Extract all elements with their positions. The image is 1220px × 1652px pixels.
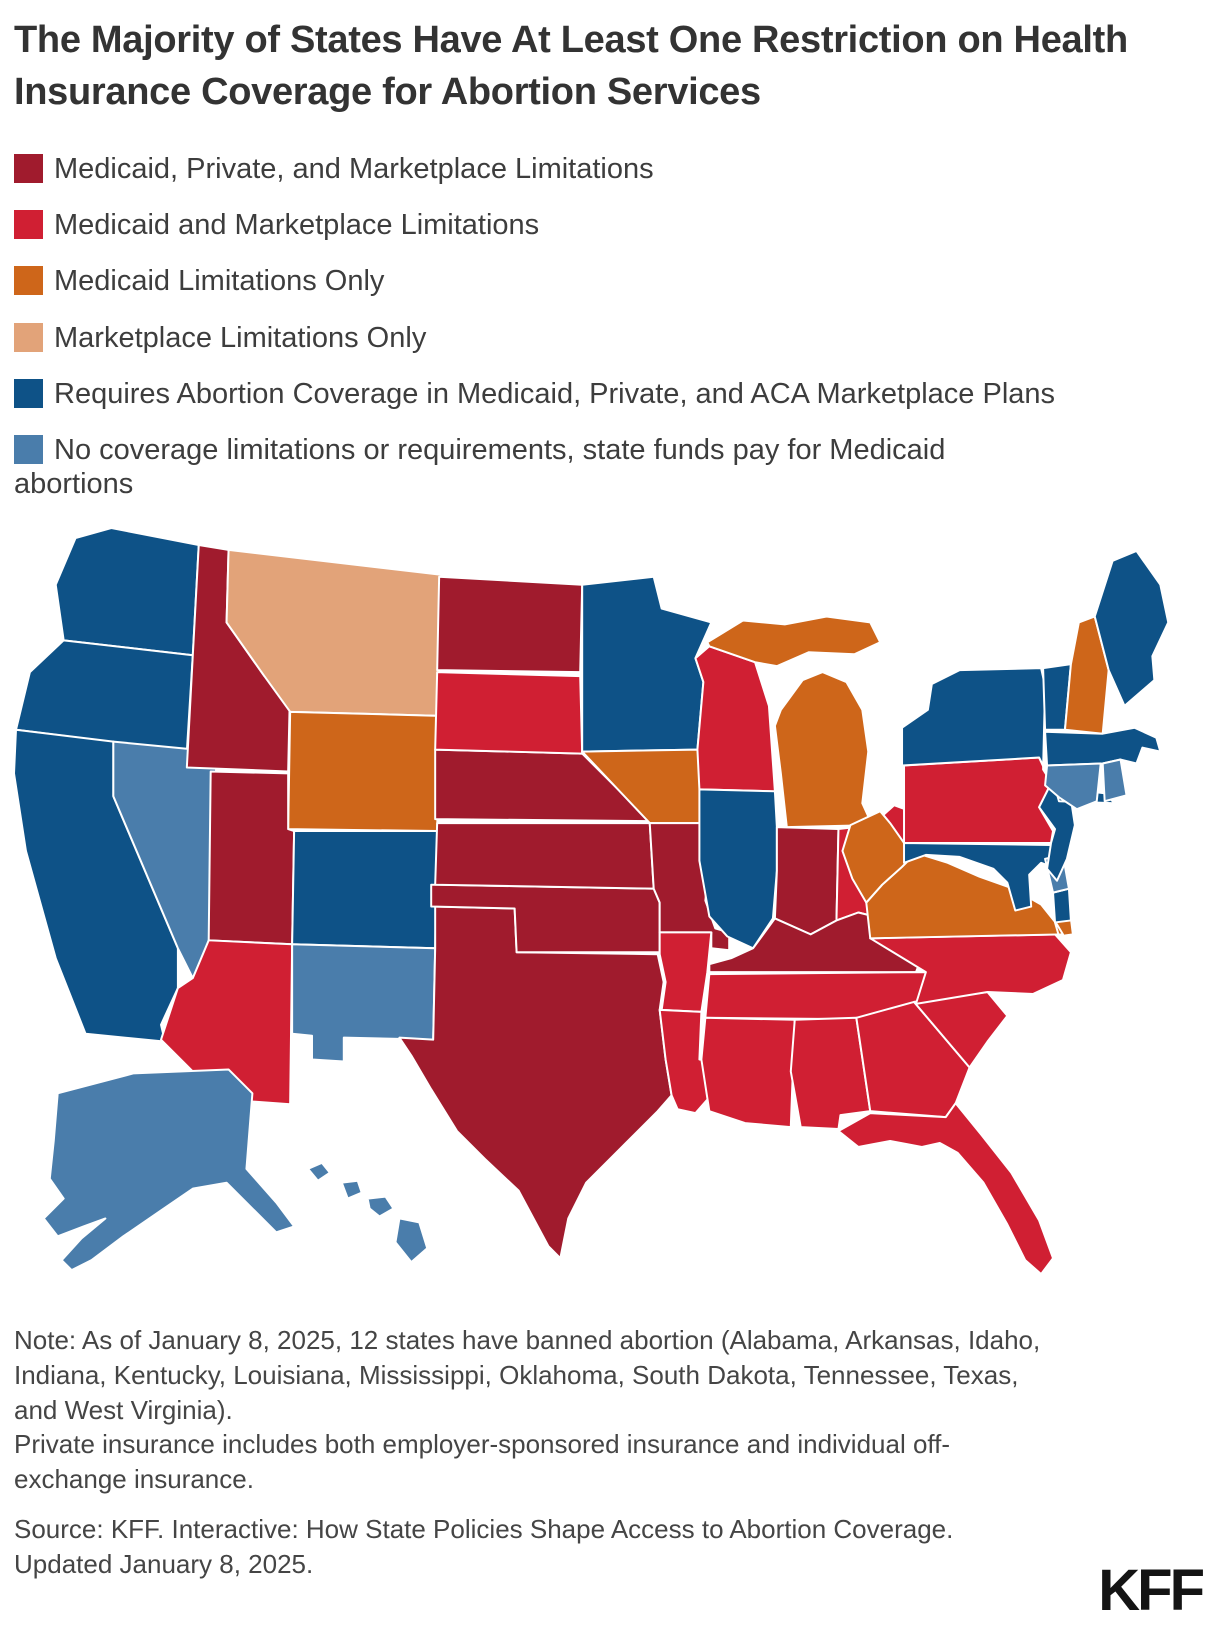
legend-swatch-requires_coverage [14,378,43,408]
source: Source: KFF. Interactive: How State Poli… [14,1512,954,1581]
state-wy[interactable] [287,711,441,833]
notes: Note: As of January 8, 2025, 12 states h… [14,1323,1044,1496]
state-ak[interactable] [42,1068,296,1272]
state-ar[interactable] [658,931,713,1014]
state-mn[interactable] [581,576,713,753]
legend-label: Medicaid and Marketplace Limitations [54,209,540,242]
legend-swatch-medicaid_only [14,266,43,296]
state-pa[interactable] [903,756,1055,845]
note-private-insurance: Private insurance includes both employer… [14,1429,951,1494]
state-nc[interactable] [869,933,1072,1006]
state-nj[interactable] [1038,782,1076,883]
map-container [14,523,1206,1303]
legend-item-medicaid_marketplace: Medicaid and Marketplace Limitations [14,208,1164,242]
kff-logo: KFF [1098,1558,1205,1623]
state-wv[interactable] [841,810,917,904]
state-nd[interactable] [436,576,584,674]
state-in[interactable] [773,826,840,936]
state-ct[interactable] [1044,762,1102,811]
state-wa[interactable] [54,527,200,657]
state-ma[interactable] [1044,727,1162,767]
state-me[interactable] [1093,550,1170,708]
legend-item-marketplace_only: Marketplace Limitations Only [14,321,1164,355]
state-mi[interactable] [706,615,882,829]
legend-swatch-marketplace_only [14,322,43,352]
state-hi[interactable] [307,1162,429,1264]
legend-label: Medicaid, Private, and Marketplace Limit… [54,152,654,185]
legend-item-medicaid_private_marketplace: Medicaid, Private, and Marketplace Limit… [14,152,1164,186]
state-tx[interactable] [398,905,673,1260]
legend-label: Marketplace Limitations Only [54,321,427,354]
legend-label: Requires Abortion Coverage in Medicaid, … [54,377,1056,410]
state-ut[interactable] [207,770,296,946]
legend-item-medicaid_only: Medicaid Limitations Only [14,264,1164,298]
legend-label: No coverage limitations or requirements,… [14,433,946,501]
legend-swatch-medicaid_marketplace [14,210,43,240]
state-co[interactable] [291,830,439,950]
legend: Medicaid, Private, and Marketplace Limit… [14,152,1164,502]
page: The Majority of States Have At Least One… [0,14,1220,1652]
legend-item-no_limits: No coverage limitations or requirements,… [14,433,1164,501]
legend-item-requires_coverage: Requires Abortion Coverage in Medicaid, … [14,377,1164,411]
state-fl[interactable] [837,1102,1055,1276]
state-sd[interactable] [434,671,584,755]
note-banned-states: Note: As of January 8, 2025, 12 states h… [14,1325,1041,1425]
state-wi[interactable] [694,645,776,793]
chart-title: The Majority of States Have At Least One… [14,19,1128,114]
state-ri[interactable] [1101,758,1128,803]
state-ms[interactable] [700,1017,796,1129]
legend-swatch-no_limits [14,434,43,464]
us-choropleth-map [14,527,1170,1276]
state-ks[interactable] [434,822,655,891]
legend-swatch-medicaid_private_marketplace [14,153,43,183]
legend-label: Medicaid Limitations Only [54,265,385,298]
source-line: Source: KFF. Interactive: How State Poli… [14,1514,954,1579]
